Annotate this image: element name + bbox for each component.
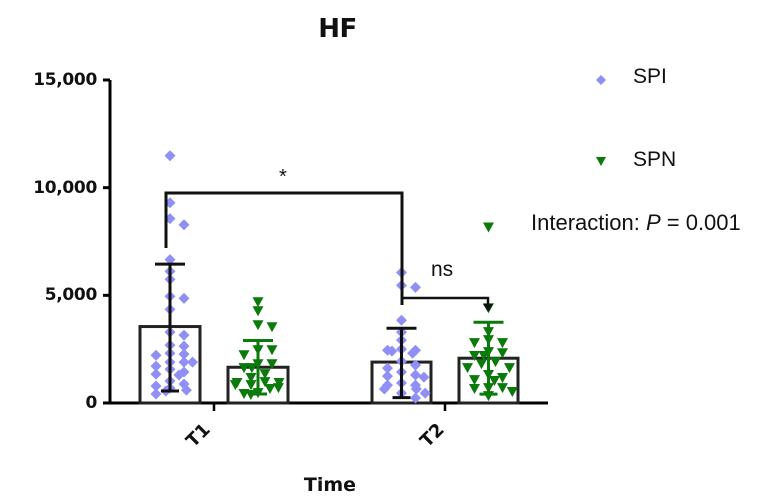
error-bars [155, 264, 504, 398]
data-point-spn [239, 350, 250, 360]
legend [596, 75, 606, 166]
data-point-spn [253, 306, 264, 316]
bracket-ns [402, 298, 488, 306]
data-point-spi [179, 219, 190, 230]
data-point-spi [165, 150, 176, 161]
data-point-spi [396, 315, 407, 326]
bracket-star [166, 193, 402, 305]
bars [140, 327, 518, 403]
data-point-spi [179, 293, 190, 304]
chart-plot-area [0, 0, 765, 504]
data-point-spn [483, 223, 494, 233]
data-point-spn [253, 320, 264, 330]
data-point-spn [469, 338, 480, 348]
bracket-ns-arrow [483, 304, 493, 312]
data-point-spn [253, 297, 264, 307]
data-point-spn [267, 322, 278, 332]
data-point-spn [267, 345, 278, 355]
legend-marker-spn-triangle-icon [596, 157, 606, 166]
data-point-spi [410, 282, 421, 293]
significance-brackets [166, 193, 493, 312]
data-point-spn [497, 338, 508, 348]
legend-marker-spi-diamond-icon [596, 75, 606, 85]
